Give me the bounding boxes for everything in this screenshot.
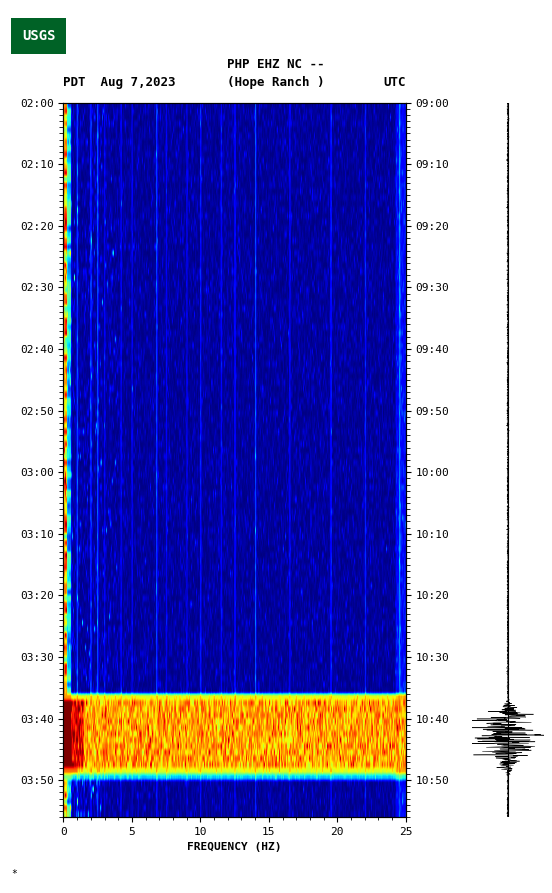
FancyBboxPatch shape	[11, 18, 66, 54]
Text: PDT  Aug 7,2023: PDT Aug 7,2023	[63, 76, 176, 89]
Text: UTC: UTC	[383, 76, 406, 89]
Text: (Hope Ranch ): (Hope Ranch )	[227, 76, 325, 89]
Text: PHP EHZ NC --: PHP EHZ NC --	[227, 58, 325, 71]
Text: *: *	[11, 869, 17, 879]
X-axis label: FREQUENCY (HZ): FREQUENCY (HZ)	[187, 842, 282, 853]
Text: USGS: USGS	[22, 29, 55, 43]
